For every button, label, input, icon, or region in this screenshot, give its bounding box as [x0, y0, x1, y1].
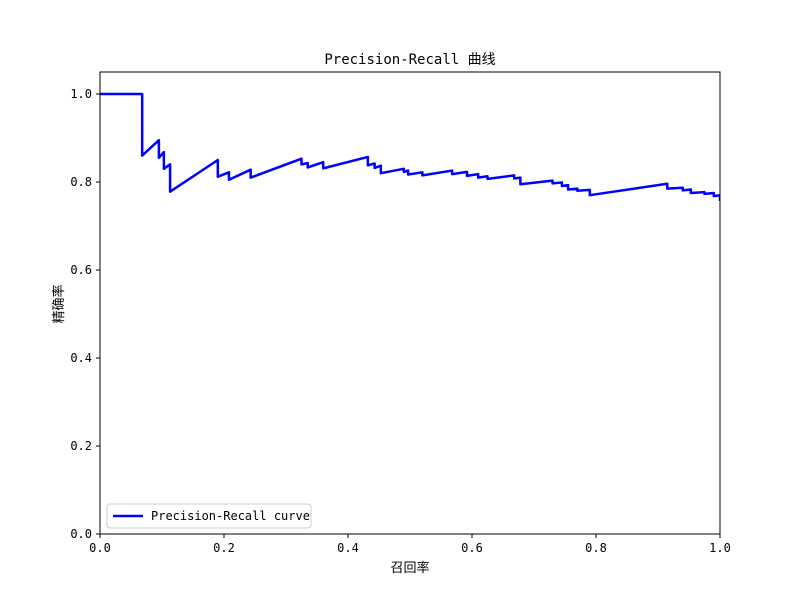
y-tick-label: 0.4	[70, 351, 92, 365]
y-tick-label: 0.0	[70, 527, 92, 541]
axis-ticks: 0.0 0.2 0.4 0.6 0.8 1.0 0.0 0.2 0.4 0.6 0.8 1.0	[70, 87, 731, 555]
y-axis-label: 精确率	[51, 284, 67, 323]
legend: Precision-Recall curve	[106, 503, 312, 529]
axes-frame	[99, 71, 721, 535]
chart-title: Precision-Recall 曲线	[324, 52, 495, 68]
y-tick-label: 1.0	[70, 87, 92, 101]
y-tick-label: 0.6	[70, 263, 92, 277]
x-tick-label: 0.6	[461, 541, 483, 555]
legend-label: Precision-Recall curve	[151, 509, 310, 523]
legend-box	[106, 503, 312, 529]
x-tick-label: 0.8	[585, 541, 607, 555]
y-tick-label: 0.2	[70, 439, 92, 453]
x-axis-label: 召回率	[390, 560, 429, 576]
x-tick-label: 0.0	[89, 541, 111, 555]
x-tick-label: 0.2	[213, 541, 235, 555]
plot-area	[100, 92, 720, 201]
series-line	[100, 92, 720, 201]
x-tick-label: 0.4	[337, 541, 359, 555]
x-tick-label: 1.0	[709, 541, 731, 555]
y-tick-label: 0.8	[70, 175, 92, 189]
